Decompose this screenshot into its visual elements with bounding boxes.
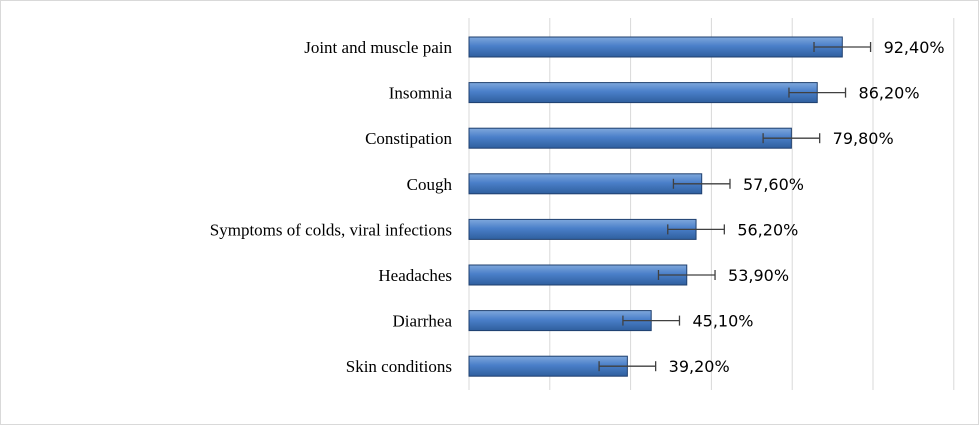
data-label: 45,10% [692, 312, 753, 331]
bar [468, 264, 688, 286]
category-label: Constipation [365, 129, 452, 148]
bar [468, 82, 818, 104]
data-label: 39,20% [669, 357, 730, 376]
category-label: Insomnia [389, 84, 453, 103]
bar [468, 173, 703, 195]
bars [468, 36, 843, 377]
error-bars [598, 42, 872, 372]
error-bar [667, 224, 725, 235]
data-label: 86,20% [859, 84, 920, 103]
error-bar [598, 361, 657, 372]
error-bar [762, 133, 821, 144]
error-bar [672, 178, 731, 189]
category-label: Headaches [378, 266, 452, 285]
bar [468, 127, 792, 149]
category-label: Cough [407, 175, 453, 194]
category-label: Skin conditions [346, 357, 452, 376]
bar [468, 36, 843, 58]
category-label: Diarrhea [393, 312, 453, 331]
data-label: 79,80% [833, 129, 894, 148]
data-label: 56,20% [737, 220, 798, 239]
category-label: Symptoms of colds, viral infections [210, 220, 452, 239]
bar [468, 218, 697, 240]
gridlines [468, 18, 955, 390]
category-label: Joint and muscle pain [304, 38, 452, 57]
error-bar [813, 42, 872, 52]
data-label: 92,40% [884, 38, 945, 57]
error-bar [788, 87, 847, 98]
labels: Joint and muscle pain 92,40% Insomnia 86,20… [210, 38, 945, 376]
error-bar [657, 270, 716, 280]
data-label: 53,90% [728, 266, 789, 285]
error-bar [622, 315, 681, 326]
data-label: 57,60% [743, 175, 804, 194]
